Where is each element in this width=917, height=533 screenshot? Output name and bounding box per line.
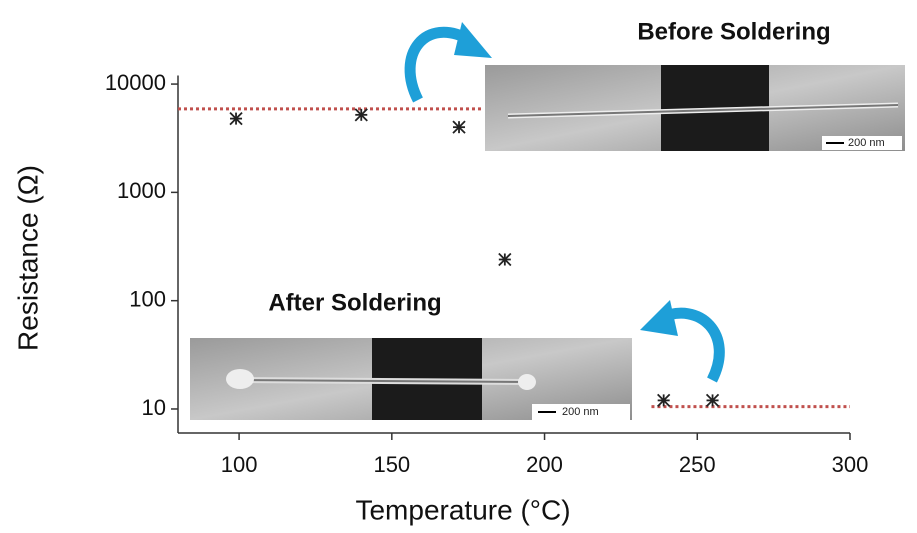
- y-axis-label: Resistance (Ω): [12, 165, 43, 351]
- x-tick-label: 300: [832, 452, 869, 477]
- y-tick-label: 10000: [105, 70, 166, 95]
- scale-bar-label: 200 nm: [848, 137, 885, 149]
- annotation: Before Soldering: [637, 18, 830, 45]
- y-tick-label: 1000: [117, 178, 166, 203]
- x-axis-label: Temperature (°C): [355, 494, 570, 525]
- point: [230, 113, 242, 125]
- point: [658, 394, 670, 406]
- arrow-head: [640, 300, 678, 336]
- annotation: After Soldering: [268, 289, 441, 316]
- point: [499, 253, 511, 265]
- y-tick-label: 10: [142, 395, 166, 420]
- sem-image-before: [485, 65, 905, 151]
- arrow-head: [454, 22, 492, 58]
- x-tick-label: 250: [679, 452, 716, 477]
- point: [707, 394, 719, 406]
- x-tick-label: 200: [526, 452, 563, 477]
- y-tick-label: 100: [129, 286, 166, 311]
- point: [355, 109, 367, 121]
- x-tick-label: 100: [221, 452, 258, 477]
- scale-bar-label: 200 nm: [562, 406, 599, 418]
- chart: 200 nm 200 nm Before Soldering After Sol…: [0, 0, 917, 533]
- point: [453, 121, 465, 133]
- x-tick-label: 150: [373, 452, 410, 477]
